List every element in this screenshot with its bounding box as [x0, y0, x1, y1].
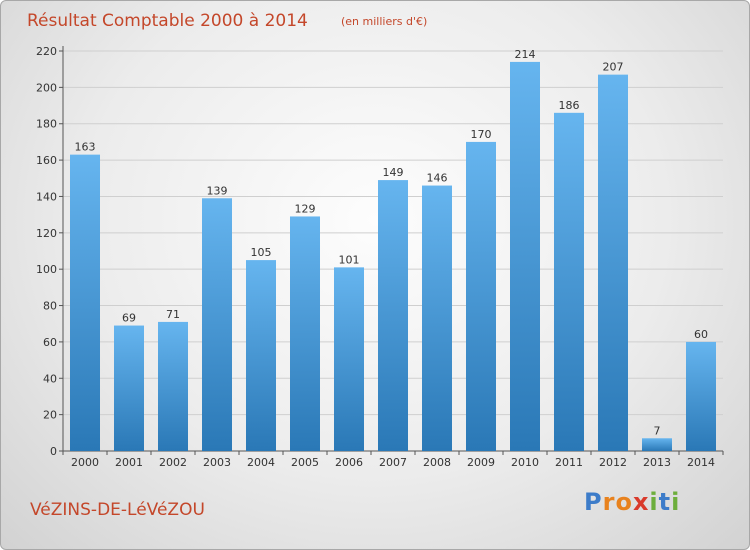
data-label: 139	[207, 184, 228, 197]
bar-2001	[114, 325, 144, 451]
x-tick-label: 2013	[643, 456, 671, 469]
bar-2004	[246, 260, 276, 451]
data-label: 101	[339, 253, 360, 266]
x-tick-label: 2001	[115, 456, 143, 469]
x-tick-label: 2002	[159, 456, 187, 469]
y-tick-label: 120	[36, 227, 57, 240]
bar-2010	[510, 61, 540, 452]
proxiti-logo: Proxiti	[584, 488, 680, 516]
bar-2011	[554, 112, 584, 452]
y-tick-label: 100	[36, 263, 57, 276]
y-tick-label: 60	[43, 336, 57, 349]
y-tick-label: 20	[43, 409, 57, 422]
bar-2009	[466, 141, 496, 451]
logo-letter: t	[658, 488, 672, 516]
bar-2005	[290, 216, 320, 451]
logo-letter: i	[649, 488, 659, 516]
axes: 0 20 40 60 80 100 120 140 160 180 200 220 2000 2001 20…	[36, 45, 724, 469]
y-tick-label: 160	[36, 154, 57, 167]
data-label: 60	[694, 328, 708, 341]
x-tick-label: 2014	[687, 456, 715, 469]
bar-2012	[598, 74, 628, 452]
data-label: 163	[75, 141, 96, 154]
y-tick-label: 140	[36, 190, 57, 203]
chart-title: Résultat Comptable 2000 à 2014	[27, 11, 308, 31]
logo-letter: P	[584, 488, 603, 516]
data-label: 170	[471, 128, 492, 141]
chart-subtitle: (en milliers d'€)	[341, 15, 427, 28]
x-tick-label: 2000	[71, 456, 99, 469]
x-tick-label: 2008	[423, 456, 451, 469]
x-tick-label: 2009	[467, 456, 495, 469]
bar-2000	[70, 154, 100, 452]
bar-2014	[686, 341, 716, 451]
data-label: 146	[427, 172, 448, 185]
x-tick-label: 2011	[555, 456, 583, 469]
commune-name: VéZINS-DE-LéVéZOU	[30, 500, 205, 520]
data-label: 7	[654, 424, 661, 437]
data-label: 129	[295, 202, 316, 215]
bar-2003	[202, 198, 232, 451]
data-label: 214	[515, 48, 536, 61]
bar-2008	[422, 185, 452, 451]
logo-letter: x	[632, 488, 650, 516]
y-tick-label: 180	[36, 118, 57, 131]
data-label: 149	[383, 166, 404, 179]
data-label: 69	[122, 312, 136, 325]
logo-letter: i	[671, 488, 681, 516]
x-tick-label: 2010	[511, 456, 539, 469]
x-tick-label: 2003	[203, 456, 231, 469]
y-tick-label: 0	[50, 445, 57, 458]
data-label: 207	[603, 61, 624, 74]
bars	[70, 61, 716, 452]
x-tick-label: 2005	[291, 456, 319, 469]
logo-letter: o	[615, 488, 633, 516]
y-tick-label: 40	[43, 372, 57, 385]
bar-2006	[334, 267, 364, 451]
data-labels: 163 69 71 139 105 129 101 149 146 170 214 186 207 7 60	[75, 48, 709, 437]
y-tick-label: 200	[36, 81, 57, 94]
bar-2007	[378, 180, 408, 451]
bar-2002	[158, 321, 188, 451]
data-label: 105	[251, 246, 272, 259]
logo-letter: r	[602, 488, 616, 516]
y-tick-label: 80	[43, 300, 57, 313]
x-tick-label: 2007	[379, 456, 407, 469]
x-tick-label: 2006	[335, 456, 363, 469]
x-tick-label: 2004	[247, 456, 275, 469]
bar-2013	[642, 438, 672, 451]
x-tick-label: 2012	[599, 456, 627, 469]
y-tick-label: 220	[36, 45, 57, 58]
data-label: 186	[559, 99, 580, 112]
data-label: 71	[166, 308, 180, 321]
